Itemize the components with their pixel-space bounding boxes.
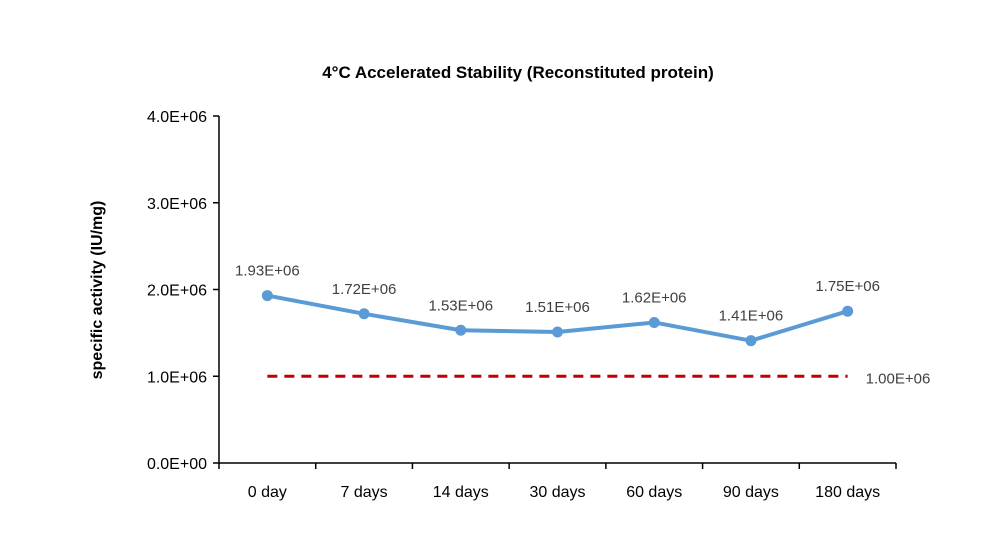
data-point xyxy=(455,324,467,336)
data-point xyxy=(842,305,854,317)
x-tick-label: 90 days xyxy=(723,484,779,501)
x-tick-label: 180 days xyxy=(815,484,880,501)
y-ticks: 0.0E+00 1.0E+06 2.0E+06 3.0E+06 4.0E+06 xyxy=(147,109,219,473)
series-layer xyxy=(261,290,854,378)
y-tick-label: 1.0E+06 xyxy=(147,369,207,386)
data-point xyxy=(261,290,273,302)
data-label: 1.93E+06 xyxy=(235,263,300,280)
reference-label: 1.00E+06 xyxy=(866,370,931,387)
data-label: 1.72E+06 xyxy=(332,281,397,298)
data-label: 1.75E+06 xyxy=(815,278,880,295)
data-point xyxy=(648,316,660,328)
data-label: 1.53E+06 xyxy=(428,297,493,314)
chart-title: 4°C Accelerated Stability (Reconstituted… xyxy=(322,63,714,82)
data-label: 1.51E+06 xyxy=(525,299,590,316)
data-point xyxy=(552,326,563,338)
x-tick-label: 0 day xyxy=(248,484,287,501)
y-tick-label: 2.0E+06 xyxy=(147,283,207,300)
y-tick-label: 4.0E+06 xyxy=(147,109,207,126)
data-label: 1.41E+06 xyxy=(719,308,784,325)
x-tick-label: 7 days xyxy=(341,484,388,501)
x-tick-label: 30 days xyxy=(529,484,585,501)
y-axis-label: specific activity (IU/mg) xyxy=(89,201,106,380)
data-label: 1.62E+06 xyxy=(622,289,687,306)
x-tick-label: 60 days xyxy=(626,484,682,501)
data-labels: 1.00E+06 1.93E+06 1.72E+06 1.53E+06 1.51E+06… xyxy=(235,263,930,388)
data-point xyxy=(745,335,757,347)
y-tick-label: 3.0E+06 xyxy=(147,196,207,213)
x-tick-label: 14 days xyxy=(433,484,489,501)
axes xyxy=(218,116,896,464)
y-tick-label: 0.0E+00 xyxy=(147,456,207,473)
data-point xyxy=(358,308,370,320)
x-ticks: 0 day 7 days 14 days 30 days 60 days 90 days 1… xyxy=(218,463,897,501)
